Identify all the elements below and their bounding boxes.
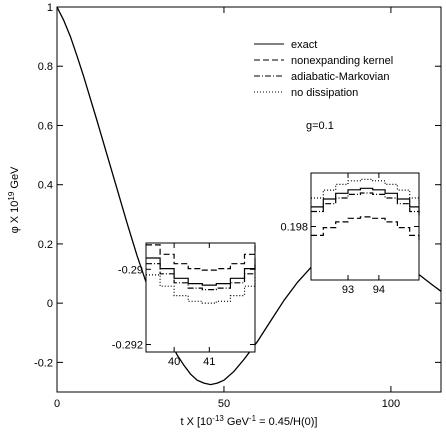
inset-maximum: 93 94 0.198 — [280, 172, 420, 296]
x-axis-label: t X [10-13 GeV-1 = 0.45/H(0)] — [180, 414, 317, 429]
inset-minimum: 40 41 -0.29 -0.292 — [112, 242, 256, 368]
inset-series-exact — [146, 257, 256, 286]
inset-series-adiabatic-markovian — [311, 192, 420, 218]
x-tick-label: 0 — [54, 398, 60, 410]
plot-frame — [56, 6, 442, 393]
legend: exact nonexpanding kernel adiabatic-Mark… — [254, 39, 393, 99]
y-tick-label: -0.2 — [34, 357, 53, 369]
inset-series-nonexpanding-kernel — [146, 244, 256, 271]
legend-label-nonexpanding: nonexpanding kernel — [291, 55, 393, 67]
inset-series-nonexpanding-kernel — [311, 216, 420, 242]
y-tick-label: 0 — [47, 298, 53, 310]
inset-x-tick-label: 41 — [203, 356, 215, 368]
inset-series-adiabatic-markovian — [146, 263, 256, 291]
inset-y-tick-label: -0.292 — [112, 339, 143, 351]
legend-label-exact: exact — [291, 39, 317, 51]
y-tick-label: 1 — [47, 2, 53, 14]
inset-x-tick-label: 94 — [373, 284, 385, 296]
g-annotation: g=0.1 — [306, 120, 334, 132]
inset-x-tick-label: 93 — [342, 284, 354, 296]
inset-series-no-dissipation — [146, 274, 256, 304]
y-tick-label: 0.6 — [38, 120, 53, 132]
inset-y-tick-label: 0.198 — [280, 222, 308, 234]
y-tick-label: 0.4 — [38, 180, 53, 192]
y-tick-label: 0.8 — [38, 61, 53, 73]
inset-y-tick-label: -0.29 — [118, 264, 143, 276]
legend-label-adiabatic: adiabatic-Markovian — [291, 71, 389, 83]
inset-x-tick-label: 40 — [168, 356, 180, 368]
legend-label-nodissipation: no dissipation — [291, 87, 358, 99]
x-tick-label: 100 — [382, 398, 400, 410]
inset-frame — [145, 242, 256, 353]
y-tick-label: 0.2 — [38, 239, 53, 251]
y-axis-label: φ X 1019 GeV — [7, 166, 22, 233]
x-tick-label: 50 — [218, 398, 230, 410]
inset-frame — [310, 172, 420, 281]
